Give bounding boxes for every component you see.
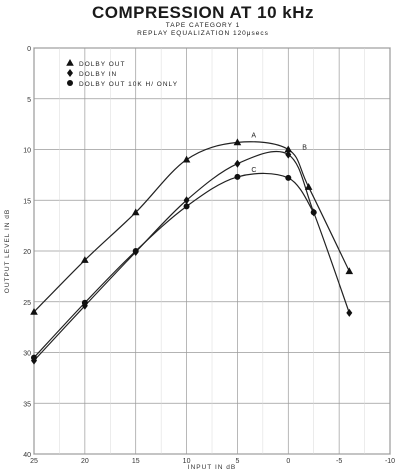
- y-tick-label: 15: [23, 198, 31, 205]
- data-point-B: [234, 159, 241, 168]
- data-point-A: [131, 208, 140, 216]
- data-point-B: [183, 196, 190, 205]
- legend-marker: [67, 69, 73, 77]
- data-point-B: [285, 150, 292, 159]
- data-point-C: [81, 299, 88, 306]
- legend-marker: [67, 80, 73, 86]
- legend-entry: DOLBY IN: [79, 71, 117, 78]
- y-tick-label: 40: [23, 452, 31, 459]
- x-tick-label: -10: [385, 458, 395, 465]
- y-tick-label: 5: [27, 97, 31, 104]
- data-point-C: [285, 174, 292, 181]
- chart-title: COMPRESSION AT 10 kHz: [91, 3, 315, 22]
- chart-subtitle-line-1: TAPE CATEGORY 1: [165, 22, 241, 29]
- data-point-C: [31, 354, 37, 361]
- y-tick-label: 0: [27, 46, 31, 53]
- y-tick-label: 10: [23, 148, 31, 155]
- data-point-A: [182, 155, 191, 163]
- x-tick-label: 5: [235, 458, 239, 465]
- data-point-A: [30, 307, 38, 315]
- data-markers: [30, 138, 354, 365]
- legend-entry: DOLBY OUT: [79, 61, 125, 68]
- legend-entry: DOLBY OUT 10K H/ ONLY: [79, 81, 178, 88]
- data-point-C: [132, 248, 139, 254]
- x-tick-label: -5: [336, 458, 342, 465]
- x-tick-label: 10: [183, 458, 191, 465]
- series-line-A: [33, 141, 350, 313]
- data-point-B: [346, 308, 353, 317]
- y-tick-label: 25: [23, 300, 31, 307]
- series-line-C: [33, 172, 315, 358]
- data-point-C: [183, 203, 190, 210]
- data-point-C: [310, 209, 317, 216]
- chart-subtitle-line-2: REPLAY EQUALIZATION 120μsecs: [137, 30, 269, 37]
- data-point-A: [304, 183, 313, 190]
- data-point-A: [284, 145, 293, 153]
- x-tick-label: 0: [286, 458, 290, 465]
- x-tick-label: 15: [132, 458, 140, 465]
- x-tick-label: 20: [81, 458, 89, 465]
- y-tick-label: 35: [23, 401, 31, 408]
- y-tick-label: 30: [23, 351, 31, 358]
- data-point-A: [81, 256, 89, 263]
- series-line-B: [33, 150, 350, 362]
- y-axis-label: OUTPUT LEVEL IN dB: [4, 209, 11, 293]
- legend-marker: [66, 59, 74, 66]
- curve-label: B: [302, 145, 307, 152]
- data-point-A: [233, 138, 242, 146]
- curves: A B C: [33, 132, 350, 362]
- grid: [33, 47, 391, 455]
- curve-label: A: [251, 132, 256, 139]
- data-point-C: [234, 173, 241, 180]
- y-tick-label: 20: [23, 249, 31, 256]
- tick-labels: 25 20 15 10 5 0 -5 -10 0 5 10 15 20 25 30 35 40: [23, 46, 395, 465]
- x-axis-label: INPUT IN dB: [188, 464, 236, 471]
- curve-label: C: [251, 167, 256, 174]
- data-point-A: [345, 267, 354, 275]
- legend: DOLBY OUT DOLBY IN DOLBY OUT 10K H/ ONLY: [66, 59, 178, 88]
- x-tick-label: 25: [30, 458, 38, 465]
